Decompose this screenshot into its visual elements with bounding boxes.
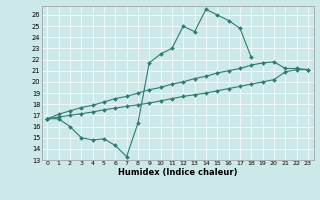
X-axis label: Humidex (Indice chaleur): Humidex (Indice chaleur) (118, 168, 237, 177)
